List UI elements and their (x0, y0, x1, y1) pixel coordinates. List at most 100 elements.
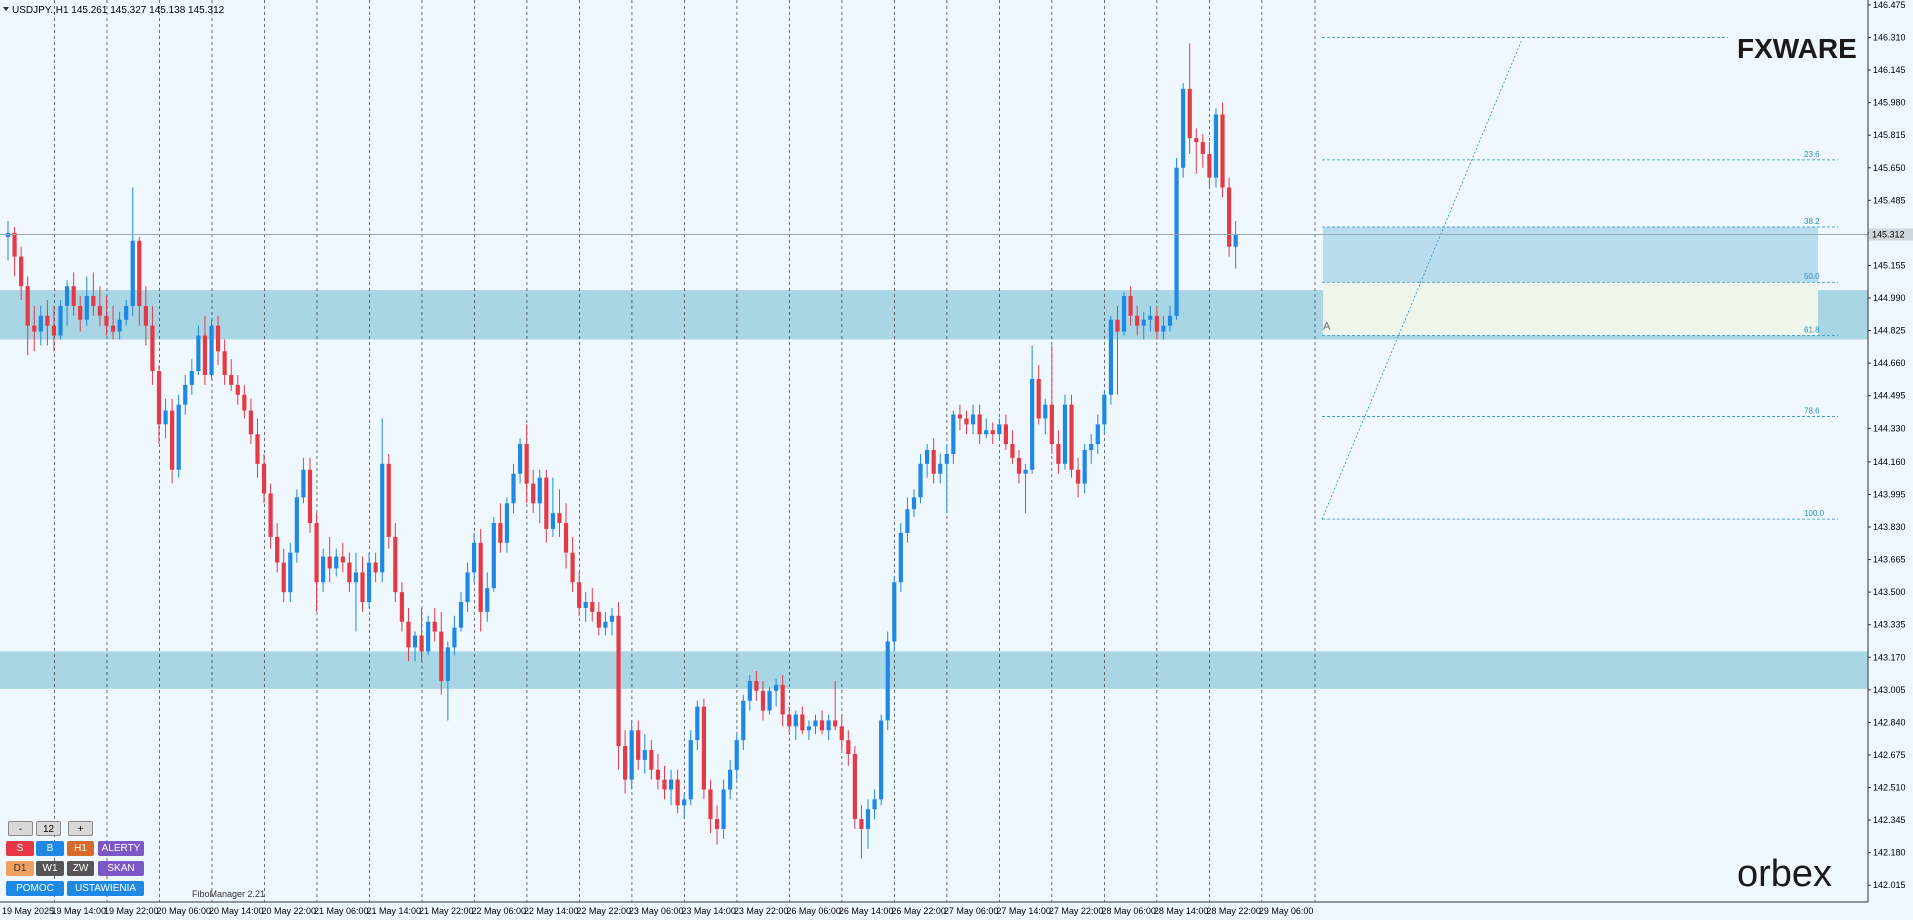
x-tick-label-14: 23 May 22:00 (734, 906, 789, 916)
x-tick-label-16: 26 May 14:00 (839, 906, 894, 916)
candle-body-98 (649, 750, 654, 770)
panel-w1-button[interactable]: W1 (36, 861, 64, 876)
header-dropdown-icon[interactable] (3, 7, 9, 11)
candle-body-87 (577, 582, 582, 608)
x-tick-label-13: 23 May 14:00 (681, 906, 736, 916)
candle-body-150 (990, 430, 995, 435)
candle-body-166 (1095, 424, 1100, 445)
candle-body-139 (918, 463, 923, 498)
candle-body-11 (78, 305, 83, 320)
candle-body-187 (1233, 234, 1238, 247)
panel-ustawienia-button[interactable]: USTAWIENIA (67, 881, 144, 896)
candle-body-90 (596, 611, 601, 628)
candle-body-116 (767, 690, 772, 711)
candle-body-91 (603, 621, 608, 628)
candle-body-6 (45, 315, 50, 326)
panel-buy-button[interactable]: B (36, 841, 64, 856)
y-tick-label-15: 143.995 (1873, 489, 1906, 499)
panel-plus-button[interactable]: + (68, 821, 93, 836)
candle-body-46 (307, 469, 313, 524)
panel-pomoc-button[interactable]: POMOC (6, 881, 64, 896)
candle-body-146 (964, 418, 969, 425)
candle-body-147 (970, 414, 976, 425)
candle-body-131 (865, 809, 871, 829)
candle-body-68 (452, 627, 457, 648)
candle-body-76 (504, 503, 510, 543)
y-tick-label-24: 142.510 (1873, 783, 1906, 793)
panel-sell-button[interactable]: S (6, 841, 34, 856)
y-tick-label-8: 145.155 (1873, 260, 1906, 270)
x-tick-label-11: 22 May 22:00 (576, 906, 631, 916)
candle-body-163 (1075, 469, 1081, 484)
x-tick-label-4: 20 May 14:00 (209, 906, 264, 916)
candle-body-35 (235, 384, 240, 395)
y-tick-label-3: 145.980 (1873, 98, 1906, 108)
candle-body-100 (662, 779, 667, 790)
panel-h1-button[interactable]: H1 (67, 841, 94, 856)
candle-body-66 (439, 631, 444, 681)
candle-body-172 (1135, 315, 1140, 326)
candle-body-80 (531, 483, 536, 504)
panel-skan-button[interactable]: SKAN (98, 861, 144, 876)
candle-body-2 (19, 256, 24, 287)
candle-body-50 (334, 556, 339, 569)
candle-body-62 (412, 635, 418, 648)
candle-body-133 (879, 720, 884, 800)
candle-body-25 (170, 410, 175, 470)
candle-body-103 (682, 799, 687, 806)
fib-label-61.8: 61.8 (1804, 326, 1820, 335)
panel-d1-button[interactable]: D1 (6, 861, 34, 876)
candle-body-151 (997, 424, 1002, 435)
x-tick-label-15: 26 May 06:00 (786, 906, 841, 916)
candle-body-30 (202, 335, 208, 376)
candle-body-29 (196, 335, 201, 372)
candle-body-143 (944, 453, 949, 464)
candle-body-134 (885, 641, 890, 721)
candle-body-92 (609, 615, 615, 622)
candle-body-32 (215, 325, 221, 352)
candle-body-54 (360, 572, 365, 602)
candle-body-178 (1174, 167, 1179, 316)
candle-body-72 (478, 542, 483, 612)
chart-header: USDJPY.,H1 145.261 145.327 145.138 145.3… (12, 5, 225, 16)
x-tick-label-1: 19 May 14:00 (51, 906, 106, 916)
candle-body-107 (708, 789, 713, 820)
candle-body-95 (629, 730, 634, 780)
candle-body-142 (938, 463, 943, 474)
fibomanager-label: FiboManager 2.21 (192, 889, 265, 899)
candle-body-20 (137, 240, 142, 306)
fib-label-50.0: 50.0 (1804, 272, 1820, 281)
panel-minus-button[interactable]: - (8, 821, 33, 836)
y-tick-label-14: 144.160 (1873, 457, 1906, 467)
x-tick-label-23: 28 May 22:00 (1206, 906, 1261, 916)
candle-body-22 (150, 325, 155, 372)
y-tick-label-23: 142.675 (1873, 750, 1906, 760)
candle-body-152 (1003, 424, 1008, 445)
candle-body-157 (1036, 378, 1041, 419)
current-price-text: 145.312 (1872, 229, 1905, 239)
x-tick-label-3: 20 May 06:00 (156, 906, 211, 916)
x-tick-label-9: 22 May 06:00 (471, 906, 526, 916)
candle-body-94 (623, 746, 628, 780)
y-tick-label-2: 146.145 (1873, 65, 1906, 75)
candle-body-177 (1167, 315, 1173, 326)
candle-body-67 (445, 647, 450, 681)
y-tick-label-17: 143.665 (1873, 555, 1906, 565)
candle-body-185 (1220, 114, 1225, 188)
candle-body-136 (898, 532, 903, 583)
candle-body-180 (1187, 88, 1192, 139)
candle-body-37 (248, 410, 254, 435)
candle-body-126 (833, 720, 838, 727)
x-tick-label-12: 23 May 06:00 (629, 906, 684, 916)
panel-alerty-button[interactable]: ALERTY (98, 841, 144, 856)
fib-label-38.2: 38.2 (1804, 217, 1820, 226)
candle-body-167 (1102, 394, 1107, 425)
candle-body-10 (71, 286, 76, 306)
panel-zw-button[interactable]: ZW (67, 861, 94, 876)
fib-zone-upper (1323, 226, 1818, 283)
panel-count-field[interactable]: 12 (36, 821, 61, 836)
candle-body-88 (583, 601, 588, 608)
vertical-gridlines (54, 0, 1316, 902)
